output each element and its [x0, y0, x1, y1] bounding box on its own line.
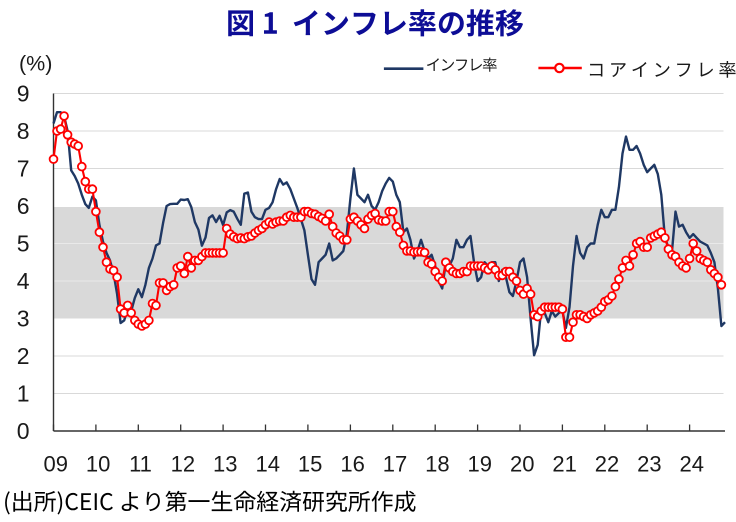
svg-text:13: 13: [213, 451, 237, 476]
svg-text:(%): (%): [19, 52, 52, 76]
svg-text:8: 8: [17, 118, 30, 144]
svg-text:14: 14: [255, 451, 279, 476]
svg-text:17: 17: [383, 451, 407, 476]
svg-text:12: 12: [171, 451, 195, 476]
svg-text:24: 24: [680, 451, 704, 476]
svg-text:7: 7: [17, 155, 30, 181]
svg-text:10: 10: [86, 451, 110, 476]
svg-text:09: 09: [43, 451, 67, 476]
svg-text:18: 18: [425, 451, 449, 476]
svg-text:21: 21: [552, 451, 576, 476]
svg-text:5: 5: [17, 230, 30, 256]
svg-text:0: 0: [17, 418, 30, 444]
svg-text:11: 11: [129, 451, 152, 476]
svg-text:16: 16: [340, 451, 364, 476]
svg-text:9: 9: [17, 80, 30, 106]
svg-text:15: 15: [298, 451, 322, 476]
svg-text:23: 23: [637, 451, 661, 476]
svg-text:19: 19: [468, 451, 492, 476]
svg-text:22: 22: [595, 451, 619, 476]
svg-text:1: 1: [17, 380, 30, 406]
svg-text:3: 3: [17, 305, 30, 331]
svg-text:2: 2: [17, 343, 30, 369]
svg-text:4: 4: [17, 268, 30, 294]
svg-text:6: 6: [17, 193, 30, 219]
svg-text:20: 20: [510, 451, 534, 476]
